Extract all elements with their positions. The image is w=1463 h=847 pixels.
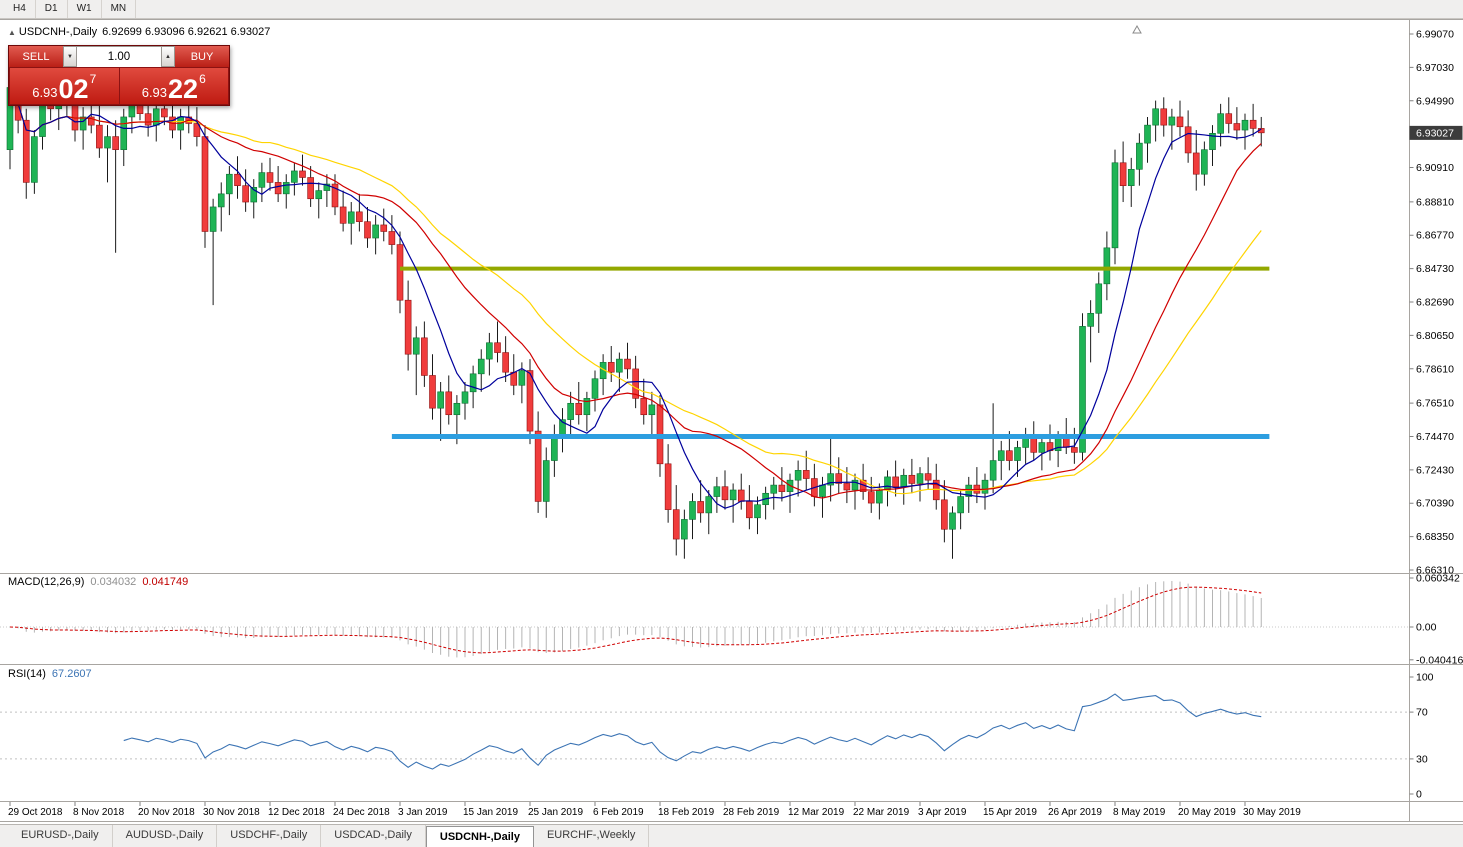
svg-text:20 May 2019: 20 May 2019 [1178,807,1236,818]
sell-price-prefix: 6.93 [32,85,58,100]
svg-text:6.74470: 6.74470 [1416,431,1454,443]
one-click-trading-panel: SELL ▼ ▲ BUY 6.93 02 7 6.93 22 6 [8,45,230,106]
svg-text:70: 70 [1416,707,1428,719]
sell-price-pip-digit: 7 [89,72,97,86]
volume-decrease-button[interactable]: ▼ [63,46,77,67]
volume-input[interactable] [77,47,161,67]
svg-text:6.76510: 6.76510 [1416,398,1454,410]
buy-price-big-digits: 22 [168,74,199,105]
macd-indicator-label: MACD(12,26,9) 0.034032 0.041749 [8,576,188,588]
timeframe-w1-button[interactable]: W1 [68,0,102,18]
timeframe-mn-button[interactable]: MN [102,0,137,18]
rsi-layer [0,693,1410,770]
svg-text:8 May 2019: 8 May 2019 [1113,807,1166,818]
svg-text:26 Apr 2019: 26 Apr 2019 [1048,807,1102,818]
chevron-up-icon: ▲ [165,53,171,60]
tab-eurchf-weekly[interactable]: EURCHF-,Weekly [534,825,650,847]
pane-frames [0,19,1463,822]
tab-usdcad-daily[interactable]: USDCAD-,Daily [321,825,426,847]
svg-text:6.88810: 6.88810 [1416,196,1454,208]
svg-text:3 Apr 2019: 3 Apr 2019 [918,807,967,818]
horizontal-ray-lines [391,266,1270,439]
chart-title: ▲ USDCNH-,Daily 6.92699 6.93096 6.92621 6.… [8,26,270,38]
sell-price-big-digits: 02 [58,74,89,105]
chart-collapse-icon: ▲ [8,28,16,37]
chart-shift-marker-icon [1132,24,1142,34]
volume-increase-button[interactable]: ▲ [161,46,175,67]
svg-text:-0.040416: -0.040416 [1416,654,1463,666]
macd-name: MACD(12,26,9) [8,576,85,588]
svg-text:25 Jan 2019: 25 Jan 2019 [528,807,583,818]
buy-price-display[interactable]: 6.93 22 6 [119,68,228,105]
tab-usdchf-daily[interactable]: USDCHF-,Daily [217,825,322,847]
svg-text:3 Jan 2019: 3 Jan 2019 [398,807,448,818]
macd-layer [0,580,1410,658]
buy-price-pip-digit: 6 [199,72,206,86]
svg-text:6.70390: 6.70390 [1416,498,1454,510]
svg-text:12 Mar 2019: 12 Mar 2019 [788,807,845,818]
macd-main-value: 0.034032 [90,576,137,588]
sell-button[interactable]: SELL [9,46,63,67]
chart-symbol-label: USDCNH-,Daily [18,26,98,38]
svg-text:22 Mar 2019: 22 Mar 2019 [853,807,910,818]
macd-signal-value: 0.041749 [142,576,189,588]
tab-audusd-daily[interactable]: AUDUSD-,Daily [113,825,218,847]
svg-text:6 Feb 2019: 6 Feb 2019 [593,807,644,818]
svg-text:6.90910: 6.90910 [1416,162,1454,174]
svg-text:15 Apr 2019: 15 Apr 2019 [983,807,1037,818]
svg-text:8 Nov 2018: 8 Nov 2018 [73,807,125,818]
svg-text:6.78610: 6.78610 [1416,363,1454,375]
chart-tab-bar: EURUSD-,Daily AUDUSD-,Daily USDCHF-,Dail… [0,824,1463,847]
svg-text:6.99070: 6.99070 [1416,29,1454,41]
svg-text:100: 100 [1416,672,1434,684]
svg-text:0.060342: 0.060342 [1416,573,1460,585]
svg-text:6.66310: 6.66310 [1416,565,1454,577]
rsi-name: RSI(14) [8,668,46,680]
svg-text:15 Jan 2019: 15 Jan 2019 [463,807,518,818]
tab-usdcnh-daily[interactable]: USDCNH-,Daily [425,826,534,847]
timeframe-d1-button[interactable]: D1 [36,0,68,18]
moving-averages-layer [9,87,1262,509]
chevron-down-icon: ▼ [67,53,73,60]
chart-ohlc-values: 6.92699 6.93096 6.92621 6.93027 [102,26,271,38]
svg-text:6.82690: 6.82690 [1416,297,1454,309]
svg-text:18 Feb 2019: 18 Feb 2019 [658,807,715,818]
timeframe-h4-button[interactable]: H4 [4,0,36,18]
svg-text:28 Feb 2019: 28 Feb 2019 [723,807,780,818]
svg-text:20 Nov 2018: 20 Nov 2018 [138,807,195,818]
candles-layer [6,76,1265,559]
tab-eurusd-daily[interactable]: EURUSD-,Daily [8,825,113,847]
rsi-value: 67.2607 [51,668,92,680]
svg-text:6.68350: 6.68350 [1416,531,1454,543]
buy-price-prefix: 6.93 [141,85,168,100]
svg-text:0.00: 0.00 [1416,622,1437,634]
svg-text:24 Dec 2018: 24 Dec 2018 [333,807,390,818]
svg-text:6.80650: 6.80650 [1416,330,1454,342]
svg-text:6.97030: 6.97030 [1416,62,1454,74]
svg-text:30: 30 [1416,753,1428,765]
timeframe-toolbar: H4 D1 W1 MN [0,0,1463,19]
svg-text:0: 0 [1416,789,1422,801]
svg-text:29 Oct 2018: 29 Oct 2018 [8,807,63,818]
svg-text:30 May 2019: 30 May 2019 [1243,807,1301,818]
price-axis: 6.99070 6.97030 6.94990 6.90910 6.88810 6.867… [1409,29,1463,577]
svg-text:6.93027: 6.93027 [1416,127,1454,139]
svg-text:6.86770: 6.86770 [1416,230,1454,242]
sell-price-display[interactable]: 6.93 02 7 [10,68,119,104]
rsi-indicator-label: RSI(14) 67.2607 [8,668,92,680]
indicator-axes: 0.060342 0.00 -0.040416 100 70 30 0 [1409,573,1463,801]
svg-text:6.84730: 6.84730 [1416,263,1454,275]
svg-text:6.94990: 6.94990 [1416,95,1454,107]
svg-text:30 Nov 2018: 30 Nov 2018 [203,807,260,818]
date-axis: 29 Oct 2018 8 Nov 2018 20 Nov 2018 30 Nov 2… [8,802,1301,818]
buy-button[interactable]: BUY [175,46,229,67]
svg-text:12 Dec 2018: 12 Dec 2018 [268,807,325,818]
svg-text:6.72430: 6.72430 [1416,464,1454,476]
